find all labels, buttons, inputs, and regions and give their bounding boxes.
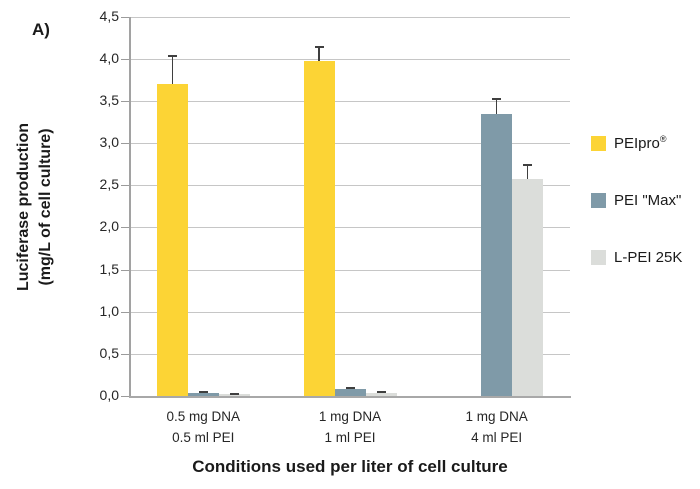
bar-series3-group3 — [512, 179, 544, 396]
x-category-label-line: 0.5 mg DNA — [166, 409, 241, 424]
error-bar-series3-group3 — [526, 164, 529, 180]
error-bar-series2-group3 — [495, 97, 498, 114]
gridline — [130, 269, 570, 271]
y-axis-tick — [121, 269, 130, 271]
x-category-label-2: 1 mg DNA 1 ml PEI — [280, 406, 420, 448]
y-tick-label: 0,0 — [99, 387, 119, 403]
legend: PEIpro® PEI "Max" L-PEI 25K — [591, 133, 699, 304]
y-axis-line — [129, 16, 131, 396]
error-bar-cap-series1-group1 — [167, 54, 177, 57]
legend-item-peipro: PEIpro® — [591, 133, 699, 153]
y-axis-tick — [121, 58, 130, 60]
x-axis-title: Conditions used per liter of cell cultur… — [192, 457, 508, 476]
y-tick-label: 4,5 — [99, 7, 119, 24]
y-axis-tick — [121, 101, 130, 102]
gridline — [130, 16, 570, 18]
bar-series1-group1 — [156, 84, 188, 396]
y-tick-label: 4,0 — [99, 49, 119, 66]
error-bar-cap-series3-group3 — [523, 164, 533, 167]
y-axis-tick — [121, 396, 130, 397]
x-category-label-line: 0.5 ml PEI — [172, 430, 235, 445]
bar-series1-group2 — [303, 61, 335, 396]
bar-series2-group1 — [187, 393, 219, 396]
y-tick-label: 2,5 — [99, 176, 119, 193]
gridline — [130, 143, 570, 145]
bar-series3-group2 — [365, 392, 397, 396]
x-category-label-line: 1 mg DNA — [465, 409, 528, 424]
legend-label-lpei-25k: L-PEI 25K — [614, 249, 683, 266]
gridline — [130, 353, 570, 355]
error-bar-cap-series3-group2 — [376, 390, 386, 393]
y-axis-tick — [121, 353, 130, 355]
x-axis-line — [129, 396, 571, 398]
y-axis-title-line1: Luciferase production — [15, 122, 32, 292]
y-axis-tick — [121, 311, 130, 313]
bar-series2-group3 — [481, 113, 513, 396]
y-axis-tick — [121, 185, 130, 187]
y-tick-label: 1,0 — [99, 302, 119, 319]
gridline — [130, 311, 570, 313]
y-axis-tick — [121, 227, 130, 229]
error-bar-series1-group2 — [318, 46, 320, 62]
error-bar-series1-group1 — [171, 54, 174, 85]
error-bar-cap-series3-group1 — [229, 393, 239, 396]
gridline — [130, 58, 570, 60]
y-axis-tick — [121, 143, 130, 145]
x-category-label-3: 1 mg DNA 4 ml PEI — [427, 406, 567, 448]
y-tick-label: 2,0 — [99, 218, 119, 235]
gridline — [130, 185, 570, 187]
y-axis-title: Luciferase production (mg/L of cell cult… — [13, 95, 59, 319]
error-bar-cap-series1-group2 — [314, 46, 324, 49]
x-category-label-line: 1 mg DNA — [318, 409, 382, 424]
x-category-label-line: 1 ml PEI — [324, 430, 376, 445]
error-bar-cap-series2-group3 — [492, 97, 502, 100]
y-tick-label: 3,0 — [99, 134, 119, 151]
y-tick-label: 0,5 — [99, 344, 119, 361]
y-axis-tick — [121, 16, 130, 18]
legend-swatch-pei-max — [591, 192, 606, 208]
x-category-label-line: 4 ml PEI — [471, 430, 523, 445]
legend-swatch-lpei-25k — [591, 249, 606, 265]
x-category-label-1: 0.5 mg DNA 0.5 ml PEI — [133, 406, 273, 448]
y-tick-label: 1,5 — [99, 260, 119, 277]
panel-label: A) — [32, 20, 50, 39]
legend-label-peipro: PEIpro® — [614, 134, 667, 152]
error-bar-cap-series2-group1 — [198, 391, 208, 394]
y-axis-title-line2: (mg/L of cell culture) — [37, 128, 54, 286]
legend-label-pei-max: PEI "Max" — [614, 192, 682, 209]
legend-swatch-peipro — [591, 135, 606, 151]
gridline — [130, 101, 570, 102]
y-tick-label: 3,5 — [99, 92, 119, 108]
gridline — [130, 227, 570, 229]
error-bar-cap-series2-group2 — [345, 386, 355, 389]
legend-item-pei-max: PEI "Max" — [591, 190, 699, 210]
bar-series2-group2 — [334, 389, 366, 396]
legend-item-lpei-25k: L-PEI 25K — [591, 247, 699, 267]
